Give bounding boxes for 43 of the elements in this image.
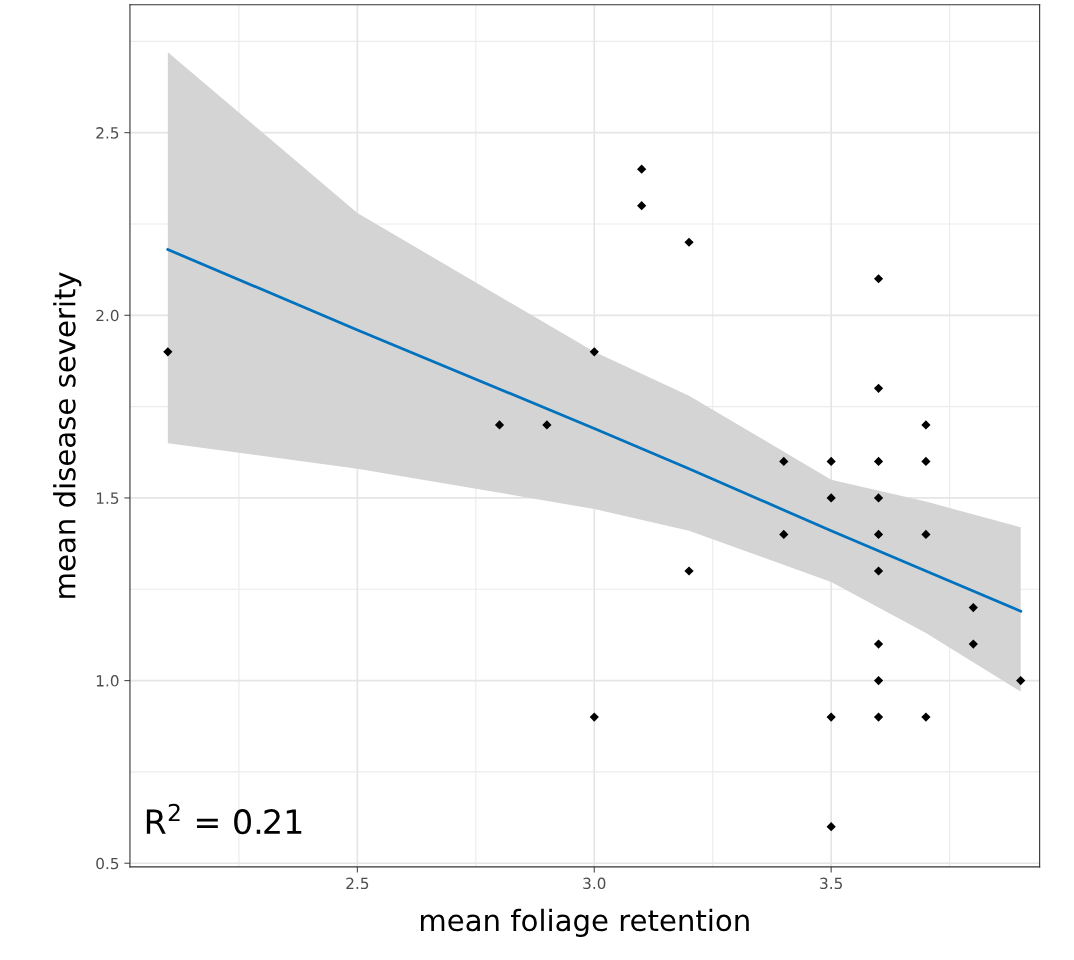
point [637, 201, 647, 211]
annotation: R$^{2}$ = 0.21 [146, 803, 302, 835]
point [684, 566, 694, 576]
y-tick-label: 2.5 [96, 127, 119, 139]
point [873, 675, 884, 686]
point [589, 347, 599, 357]
y-tick-label: 2.0 [96, 309, 119, 322]
point [873, 274, 884, 284]
point [779, 529, 789, 540]
point [826, 456, 836, 467]
point [826, 493, 836, 503]
point [826, 712, 836, 722]
x-tick-label: 3.5 [820, 877, 842, 890]
y-tick-label: 0.5 [96, 857, 119, 870]
point [1016, 675, 1026, 686]
point [873, 456, 884, 467]
point [921, 456, 931, 467]
point [873, 712, 884, 722]
x-tick-label: 3.0 [583, 877, 606, 890]
point [873, 639, 884, 649]
point [921, 529, 931, 540]
point [873, 383, 884, 393]
point [637, 164, 647, 174]
point [589, 712, 599, 722]
point [921, 420, 931, 430]
y-axis-title: mean disease severity [53, 272, 82, 598]
point [968, 639, 978, 649]
point [163, 347, 173, 357]
x-tick-label: 2.5 [346, 877, 369, 890]
line-series [166, 248, 1023, 613]
point [542, 420, 552, 430]
point [779, 456, 789, 467]
point [494, 420, 505, 430]
point [826, 822, 836, 832]
point [684, 237, 694, 247]
y-tick-label: 1.5 [96, 492, 119, 504]
point [873, 529, 884, 540]
point [873, 493, 884, 503]
y-tick-label: 1.0 [96, 675, 119, 687]
x-axis-title: mean foliage retention [420, 908, 749, 937]
point [968, 602, 978, 613]
point [873, 566, 884, 576]
point [921, 712, 931, 722]
